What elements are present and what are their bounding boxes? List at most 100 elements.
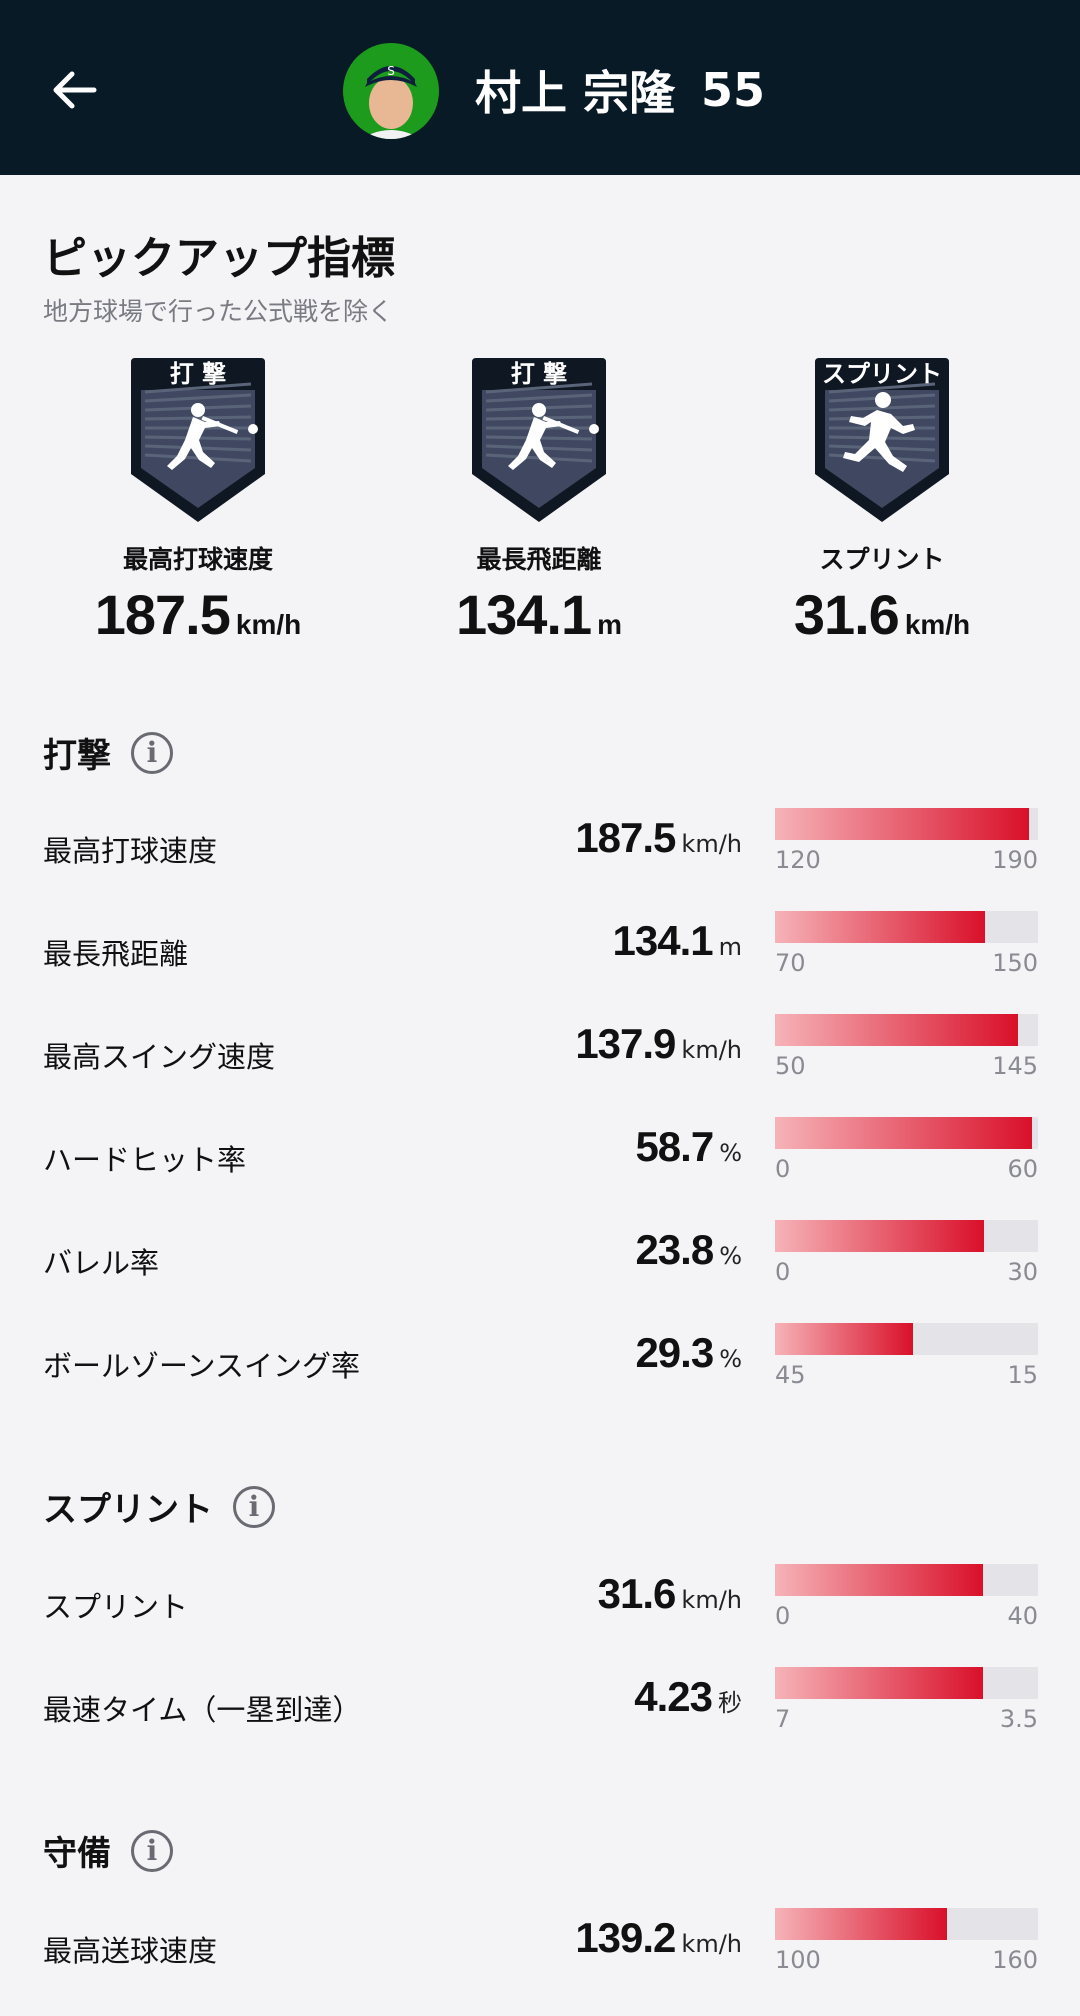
- metric-bar-track: [775, 1323, 1038, 1355]
- badge-label: 最高打球速度: [122, 545, 273, 574]
- metric-bar-track: [775, 1220, 1038, 1252]
- metric-bar-track: [775, 1908, 1038, 1940]
- metric-row: ハードヒット率 58.7% 0 60: [0, 1117, 1080, 1197]
- badge-number: 134.1: [455, 583, 592, 646]
- bar-max-label: 30: [1007, 1258, 1038, 1286]
- metric-label: 最高スイング速度: [43, 1040, 276, 1074]
- metric-row: 最長飛距離 134.1 m 70 150: [0, 911, 1080, 991]
- svg-text:S: S: [387, 64, 395, 78]
- metric-bar-track: [775, 911, 1038, 943]
- metric-value: 137.9 km/h: [575, 1020, 742, 1068]
- metric-row: ボールゾーンスイング率 29.3% 45 15: [0, 1323, 1080, 1403]
- metric-unit: km/h: [681, 1036, 742, 1064]
- metric-label: バレル率: [43, 1246, 160, 1280]
- metric-label: スプリント: [43, 1590, 189, 1624]
- metric-value: 139.2 km/h: [575, 1914, 742, 1962]
- metric-value: 23.8%: [635, 1226, 742, 1274]
- badge-label: 最長飛距離: [476, 545, 602, 574]
- info-icon[interactable]: i: [131, 731, 173, 774]
- metric-bar-track: [775, 1564, 1038, 1596]
- metric-row: 最高送球速度 139.2 km/h 100 160: [0, 1908, 1080, 1988]
- metric-label: ハードヒット率: [43, 1143, 247, 1177]
- metric-unit: %: [719, 1242, 742, 1270]
- metric-label: 最高打球速度: [43, 834, 218, 868]
- metric-bar-track: [775, 808, 1038, 840]
- badge-unit: km/h: [904, 609, 971, 640]
- bar-min-label: 0: [775, 1258, 791, 1286]
- metric-bar-fill: [775, 1220, 984, 1252]
- metric-row: 最高打球速度 187.5 km/h 120 190: [0, 808, 1080, 888]
- info-icon[interactable]: i: [131, 1829, 173, 1872]
- metric-number: 137.9: [575, 1020, 676, 1067]
- metric-label: 最速タイム（一塁到達）: [43, 1693, 362, 1727]
- bar-min-label: 70: [775, 949, 806, 977]
- app-header: S 村上 宗隆 55: [0, 0, 1080, 175]
- badge-number: 31.6: [793, 583, 900, 646]
- metric-label: ボールゾーンスイング率: [43, 1349, 360, 1383]
- metric-number: 29.3: [635, 1329, 714, 1376]
- section-header: 打撃 i: [43, 728, 173, 777]
- bar-min-label: 100: [775, 1946, 821, 1974]
- metric-bar-track: [775, 1667, 1038, 1699]
- metric-unit: %: [719, 1345, 742, 1373]
- metric-bar-fill: [775, 1908, 947, 1940]
- section-title: 守備: [43, 1834, 111, 1874]
- player-avatar: S: [343, 43, 439, 139]
- metric-value: 4.23 秒: [634, 1673, 742, 1721]
- metric-row: スプリント 31.6 km/h 0 40: [0, 1564, 1080, 1644]
- pickup-badge-card: 打 撃最高打球速度 187.5 km/h: [38, 356, 358, 647]
- metric-unit: 秒: [718, 1689, 742, 1717]
- metric-number: 23.8: [635, 1226, 714, 1273]
- metric-bar-fill: [775, 1667, 983, 1699]
- metric-value: 31.6 km/h: [598, 1570, 742, 1618]
- metric-number: 139.2: [575, 1914, 676, 1961]
- bar-min-label: 120: [775, 846, 821, 874]
- badge-text: 打 撃: [170, 360, 226, 388]
- section-title: 打撃: [43, 736, 111, 776]
- metric-number: 31.6: [597, 1570, 677, 1617]
- bar-max-label: 145: [992, 1052, 1038, 1080]
- bar-max-label: 3.5: [999, 1705, 1038, 1733]
- badge-label: スプリント: [819, 545, 945, 574]
- badge-unit: m: [597, 609, 623, 640]
- pickup-badge-card: スプリント スプリント 31.6 km/h: [722, 356, 1042, 647]
- bar-min-label: 50: [775, 1052, 806, 1080]
- metric-label: 最高送球速度: [43, 1934, 218, 1968]
- metric-bar-fill: [775, 1014, 1018, 1046]
- badge-text: スプリント: [822, 360, 942, 388]
- metric-unit: km/h: [681, 830, 742, 858]
- metric-bar-track: [775, 1117, 1038, 1149]
- bar-max-label: 160: [992, 1946, 1038, 1974]
- bar-max-label: 190: [992, 846, 1038, 874]
- back-button[interactable]: [42, 58, 106, 122]
- pickup-badge-card: 打 撃最長飛距離 134.1 m: [379, 356, 699, 647]
- bar-min-label: 0: [775, 1602, 791, 1630]
- batter-icon: 打 撃: [131, 358, 265, 522]
- badge-text: 打 撃: [511, 360, 567, 388]
- info-icon[interactable]: i: [233, 1485, 275, 1528]
- metric-number: 187.5: [575, 814, 676, 861]
- metric-unit: km/h: [681, 1930, 742, 1958]
- metric-value: 187.5 km/h: [575, 814, 742, 862]
- bar-max-label: 15: [1007, 1361, 1038, 1389]
- player-name: 村上 宗隆: [475, 66, 676, 120]
- badge-value: 187.5 km/h: [38, 582, 358, 647]
- metric-number: 134.1: [612, 917, 714, 964]
- metric-row: 最高スイング速度 137.9 km/h 50 145: [0, 1014, 1080, 1094]
- metric-bar-track: [775, 1014, 1038, 1046]
- badge-value: 134.1 m: [379, 582, 699, 647]
- metric-number: 4.23: [634, 1673, 713, 1720]
- metric-row: バレル率 23.8% 0 30: [0, 1220, 1080, 1300]
- uniform-number: 55: [701, 63, 766, 117]
- bar-max-label: 60: [1007, 1155, 1038, 1183]
- batter-icon: 打 撃: [472, 358, 606, 522]
- metric-bar-fill: [775, 808, 1029, 840]
- section-title: スプリント: [43, 1490, 213, 1530]
- bar-max-label: 150: [992, 949, 1038, 977]
- pickup-subtitle: 地方球場で行った公式戦を除く: [43, 297, 394, 326]
- metric-bar-fill: [775, 1117, 1032, 1149]
- bar-max-label: 40: [1007, 1602, 1038, 1630]
- metric-value: 29.3%: [635, 1329, 742, 1377]
- bar-min-label: 7: [775, 1705, 791, 1733]
- section-header: 守備 i: [43, 1826, 173, 1875]
